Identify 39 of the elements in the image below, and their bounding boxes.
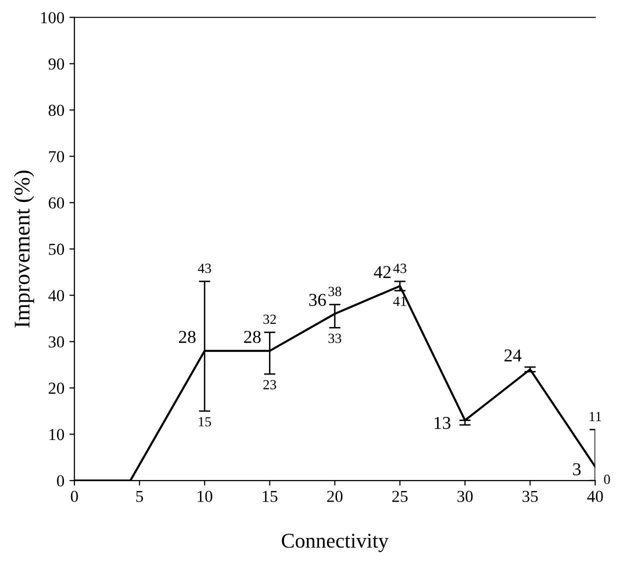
x-tick-label: 30 [457,490,473,502]
annotation: 41 [393,296,406,306]
y-tick-label: 100 [41,12,64,24]
y-tick-label: 40 [48,290,64,302]
annotation: 33 [328,334,342,344]
y-tick-label: 50 [48,244,64,255]
y-tick-label: 60 [48,197,64,209]
x-tick-label: 10 [198,490,212,502]
annotation: 43 [393,264,406,274]
y-tick-label: 20 [48,382,64,394]
annotation: 38 [328,286,342,296]
data-label: 36 [309,294,326,306]
data-label: 24 [504,349,522,362]
x-tick-label: 35 [522,490,538,502]
y-tick-label: 80 [48,104,64,116]
x-tick-label: 0 [70,490,78,502]
annotation: 0 [604,474,610,484]
y-tick-label: 30 [48,336,64,348]
x-tick-label: 20 [327,490,342,502]
annotation: 23 [263,380,276,390]
y-tick-label: 10 [49,428,64,440]
data-label: 3 [573,463,581,476]
x-tick-label: 25 [392,490,408,502]
annotation: 43 [198,264,211,274]
x-axis-title: Connectivity [282,534,389,552]
y-tick-label: 0 [56,475,64,487]
x-tick-label: 5 [136,490,144,502]
data-label: 28 [179,330,196,344]
annotation: 15 [198,417,211,426]
x-tick-label: 15 [262,490,278,502]
y-tick-label: 70 [49,151,64,162]
data-label: 13 [434,416,450,430]
x-tick-label: 40 [587,490,603,502]
y-axis-title: Improvement (%) [14,170,34,328]
y-tick-label: 90 [48,58,64,70]
annotation: 11 [590,412,602,422]
data-label: 28 [244,330,261,344]
data-label: 42 [374,266,391,278]
annotation: 32 [263,314,276,324]
